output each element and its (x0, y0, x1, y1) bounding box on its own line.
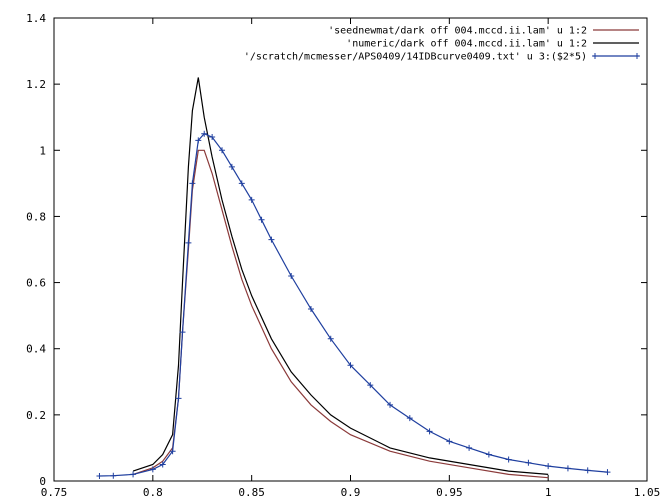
data-point (175, 395, 182, 402)
y-tick-label: 0.4 (26, 343, 46, 356)
data-point (545, 463, 552, 470)
series-line (99, 132, 608, 477)
data-point (201, 130, 208, 137)
x-tick-label: 0.8 (143, 486, 163, 499)
data-point (159, 461, 166, 468)
legend-marker (634, 53, 640, 59)
y-tick-label: 1.2 (26, 78, 46, 91)
data-point (584, 467, 591, 474)
y-tick-label: 0.2 (26, 409, 46, 422)
data-point (96, 473, 103, 480)
data-point (149, 466, 156, 473)
y-tick-label: 0 (39, 475, 46, 488)
x-tick-label: 1.05 (634, 486, 661, 499)
data-point (367, 382, 374, 389)
x-tick-label: 0.9 (341, 486, 361, 499)
data-point (505, 456, 512, 463)
data-point (288, 272, 295, 279)
legend-label: 'seednewmat/dark off 004.mccd.ii.lam' u … (328, 26, 587, 37)
legend: 'seednewmat/dark off 004.mccd.ii.lam' u … (244, 26, 640, 63)
series-1 (132, 149, 549, 479)
data-point (209, 134, 216, 141)
data-point (258, 216, 265, 223)
data-point (466, 444, 473, 451)
x-tick-label: 0.95 (436, 486, 463, 499)
legend-marker (592, 53, 598, 59)
x-tick-label: 1 (545, 486, 552, 499)
x-tick-label: 0.75 (41, 486, 68, 499)
data-point (525, 459, 532, 466)
data-point (327, 335, 334, 342)
legend-label: 'numeric/dark off 004.mccd.ii.lam' u 1:2 (346, 39, 587, 50)
series-layer (96, 77, 611, 480)
data-point (130, 471, 137, 478)
data-point (179, 329, 186, 336)
data-point (307, 306, 314, 313)
data-point (604, 469, 611, 476)
y-tick-label: 0.6 (26, 277, 46, 290)
data-point (219, 147, 226, 154)
data-point (347, 362, 354, 369)
data-point (387, 401, 394, 408)
series-2 (132, 77, 549, 475)
data-point (189, 180, 196, 187)
y-tick-label: 0.8 (26, 210, 46, 223)
data-point (169, 448, 176, 455)
data-point (485, 451, 492, 458)
series-line (132, 149, 549, 479)
data-point (228, 163, 235, 170)
legend-label: '/scratch/mcmesser/APS0409/14IDBcurve040… (244, 52, 587, 63)
data-point (248, 196, 255, 203)
series-line (132, 77, 549, 475)
data-point (195, 137, 202, 144)
y-tick-label: 1.4 (26, 12, 46, 25)
y-tick-label: 1 (39, 144, 46, 157)
data-point (564, 465, 571, 472)
series-3 (96, 130, 611, 480)
data-point (185, 239, 192, 246)
axis-ticks: 0.75 0.8 0.85 0.9 0.95 1 1.05 0 0.2 0.4 0.6 0.8 1 1.2… (26, 12, 660, 499)
x-tick-label: 0.85 (238, 486, 265, 499)
data-point (406, 415, 413, 422)
plot-frame (53, 17, 648, 482)
data-point (446, 438, 453, 445)
data-point (426, 428, 433, 435)
data-point (268, 236, 275, 243)
data-point (110, 472, 117, 479)
data-point (238, 180, 245, 187)
